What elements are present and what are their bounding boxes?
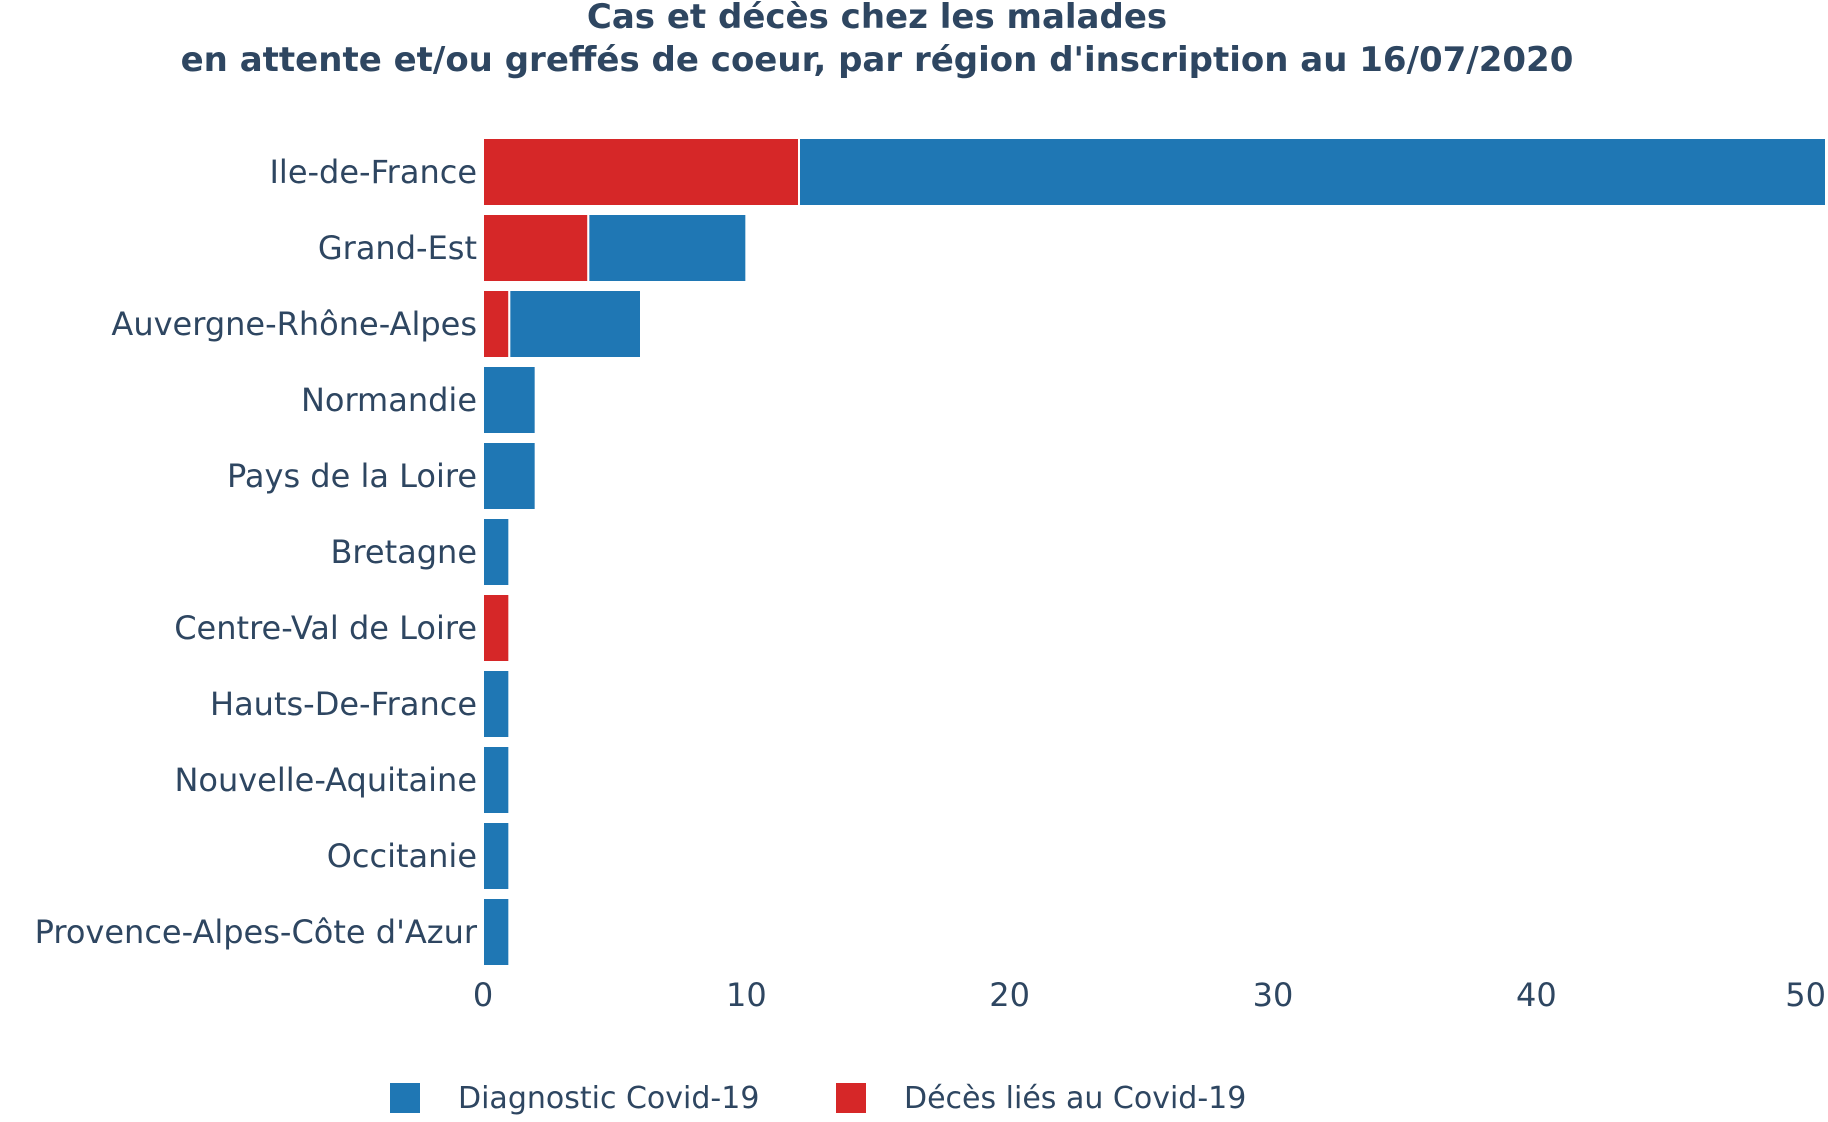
chart-title-line-1: Cas et décès chez les malades xyxy=(587,0,1167,37)
category-label-grand-est: Grand-Est xyxy=(318,229,477,267)
category-label-bretagne: Bretagne xyxy=(330,533,477,571)
bar-grand-est-diagnostic-covid-19 xyxy=(587,213,748,283)
bar-auvergne-rhone-alpes-deces-lies-au-covid-19 xyxy=(482,289,511,359)
bar-pays-de-la-loire-diagnostic-covid-19 xyxy=(482,441,537,511)
bar-ile-de-france-deces-lies-au-covid-19 xyxy=(482,137,800,207)
bar-provence-alpes-cote-d-azur-diagnostic-covid-19 xyxy=(482,897,511,967)
x-tick-10: 10 xyxy=(726,976,767,1014)
bar-ile-de-france-diagnostic-covid-19 xyxy=(798,137,1827,207)
chart-title: Cas et décès chez les malades en attente… xyxy=(181,0,1574,80)
legend-swatch-deces-lies-au-covid-19 xyxy=(836,1083,866,1113)
x-tick-20: 20 xyxy=(989,976,1030,1014)
x-axis: 0 10 20 30 40 50 xyxy=(473,976,1826,1014)
bar-bretagne-diagnostic-covid-19 xyxy=(482,517,511,587)
legend-label-diagnostic-covid-19: Diagnostic Covid-19 xyxy=(458,1081,759,1116)
category-label-ile-de-france: Ile-de-France xyxy=(269,153,477,191)
x-tick-40: 40 xyxy=(1516,976,1557,1014)
chart-title-line-2: en attente et/ou greffés de coeur, par r… xyxy=(181,40,1574,80)
bar-nouvelle-aquitaine-diagnostic-covid-19 xyxy=(482,745,511,815)
bar-normandie-diagnostic-covid-19 xyxy=(482,365,537,435)
legend: Diagnostic Covid-19 Décès liés au Covid-1… xyxy=(390,1081,1246,1116)
category-labels: Ile-de-France Grand-Est Auvergne-Rhône-Alp… xyxy=(35,153,478,951)
bar-grand-est-deces-lies-au-covid-19 xyxy=(482,213,590,283)
bars xyxy=(482,137,1827,967)
bar-occitanie-diagnostic-covid-19 xyxy=(482,821,511,891)
category-label-nouvelle-aquitaine: Nouvelle-Aquitaine xyxy=(174,761,477,799)
category-label-normandie: Normandie xyxy=(301,381,477,419)
category-label-provence-alpes-cote-d-azur: Provence-Alpes-Côte d'Azur xyxy=(35,913,478,951)
category-label-centre-val-de-loire: Centre-Val de Loire xyxy=(174,609,477,647)
bar-hauts-de-france-diagnostic-covid-19 xyxy=(482,669,511,739)
category-label-pays-de-la-loire: Pays de la Loire xyxy=(227,457,477,495)
x-tick-50: 50 xyxy=(1785,976,1826,1014)
x-tick-30: 30 xyxy=(1253,976,1294,1014)
category-label-auvergne-rhone-alpes: Auvergne-Rhône-Alpes xyxy=(111,305,477,343)
bar-auvergne-rhone-alpes-diagnostic-covid-19 xyxy=(508,289,643,359)
category-label-hauts-de-france: Hauts-De-France xyxy=(210,685,477,723)
category-label-occitanie: Occitanie xyxy=(327,837,477,875)
legend-label-deces-lies-au-covid-19: Décès liés au Covid-19 xyxy=(904,1081,1246,1116)
x-tick-0: 0 xyxy=(473,976,493,1014)
bar-centre-val-de-loire-deces-lies-au-covid-19 xyxy=(482,593,511,663)
legend-swatch-diagnostic-covid-19 xyxy=(390,1083,420,1113)
